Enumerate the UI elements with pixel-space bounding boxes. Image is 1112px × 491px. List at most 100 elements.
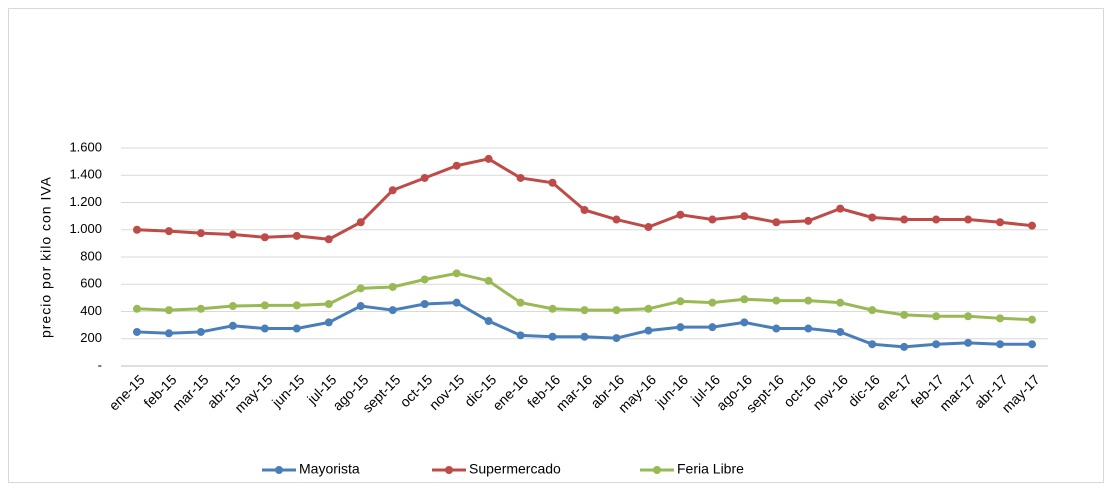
legend-label: Supermercado: [469, 461, 561, 477]
data-point: [388, 306, 397, 315]
data-point: [132, 225, 141, 234]
chart-frame: [8, 8, 1104, 483]
data-point: [356, 284, 365, 293]
data-point: [516, 298, 525, 307]
data-point: [1028, 221, 1037, 230]
data-point: [420, 275, 429, 284]
data-point: [196, 229, 205, 238]
data-point: [740, 318, 749, 327]
data-point: [772, 296, 781, 305]
data-point: [612, 334, 621, 343]
data-point: [836, 298, 845, 307]
data-point: [868, 340, 877, 349]
data-point: [644, 304, 653, 313]
data-point: [708, 215, 717, 224]
data-point: [324, 235, 333, 244]
data-point: [324, 300, 333, 309]
data-point: [964, 338, 973, 347]
data-point: [228, 321, 237, 330]
data-point: [932, 340, 941, 349]
y-axis-label: precio por kilo con IVA: [38, 176, 54, 338]
data-point: [452, 269, 461, 278]
data-point: [484, 317, 493, 326]
data-point: [164, 306, 173, 315]
data-point: [932, 215, 941, 224]
data-point: [932, 312, 941, 321]
data-point: [772, 218, 781, 227]
data-point: [356, 302, 365, 311]
data-point: [644, 223, 653, 232]
data-point: [388, 282, 397, 291]
data-point: [836, 204, 845, 213]
data-point: [292, 301, 301, 310]
legend-label: Mayorista: [299, 461, 360, 477]
data-point: [196, 327, 205, 336]
data-point: [260, 233, 269, 242]
data-point: [452, 298, 461, 307]
data-point: [292, 231, 301, 240]
data-point: [132, 304, 141, 313]
data-point: [804, 216, 813, 225]
data-point: [996, 340, 1005, 349]
data-point: [292, 324, 301, 333]
y-tick-label: 600: [80, 276, 102, 291]
data-point: [996, 218, 1005, 227]
y-tick-label: -: [98, 357, 102, 372]
data-point: [452, 161, 461, 170]
data-point: [548, 178, 557, 187]
data-point: [964, 215, 973, 224]
data-point: [900, 310, 909, 319]
data-point: [516, 173, 525, 182]
y-tick-label: 400: [80, 303, 102, 318]
data-point: [612, 306, 621, 315]
data-point: [868, 213, 877, 222]
data-point: [804, 324, 813, 333]
legend-marker: [275, 466, 283, 474]
data-point: [356, 218, 365, 227]
data-point: [676, 323, 685, 332]
data-point: [676, 210, 685, 219]
data-point: [164, 329, 173, 338]
y-tick-label: 800: [80, 248, 102, 263]
data-point: [420, 300, 429, 309]
data-point: [580, 306, 589, 315]
data-point: [260, 324, 269, 333]
data-point: [740, 212, 749, 221]
data-point: [228, 230, 237, 239]
data-point: [548, 332, 557, 341]
y-tick-label: 1.200: [69, 194, 102, 209]
data-point: [484, 276, 493, 285]
y-tick-label: 1.400: [69, 167, 102, 182]
data-point: [996, 314, 1005, 323]
data-point: [612, 215, 621, 224]
data-point: [420, 173, 429, 182]
y-tick-label: 1.600: [69, 139, 102, 154]
data-point: [868, 306, 877, 315]
data-point: [644, 326, 653, 335]
data-point: [900, 342, 909, 351]
data-point: [260, 301, 269, 310]
data-point: [676, 297, 685, 306]
legend-label: Feria Libre: [677, 461, 744, 477]
legend-marker: [445, 466, 453, 474]
y-tick-label: 1.000: [69, 221, 102, 236]
data-point: [324, 318, 333, 327]
data-point: [484, 154, 493, 163]
data-point: [388, 186, 397, 195]
data-point: [548, 304, 557, 313]
data-point: [964, 312, 973, 321]
data-point: [708, 323, 717, 332]
data-point: [228, 302, 237, 311]
data-point: [836, 327, 845, 336]
data-point: [580, 332, 589, 341]
y-tick-label: 200: [80, 330, 102, 345]
data-point: [516, 331, 525, 340]
data-point: [804, 296, 813, 305]
legend-marker: [653, 466, 661, 474]
data-point: [708, 298, 717, 307]
data-point: [772, 324, 781, 333]
data-point: [900, 215, 909, 224]
data-point: [164, 227, 173, 236]
data-point: [580, 205, 589, 214]
